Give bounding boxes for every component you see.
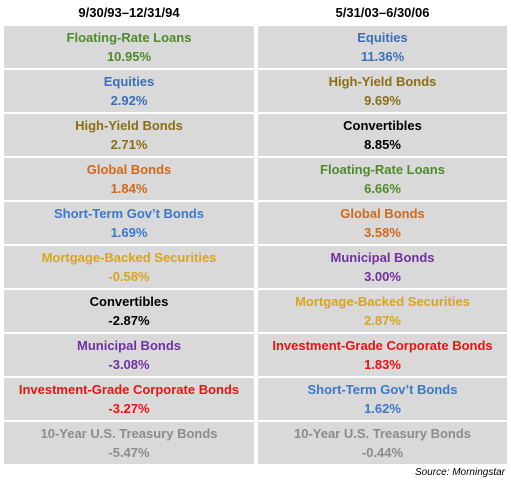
asset-class-name: Floating-Rate Loans xyxy=(66,30,192,45)
asset-class-name: Floating-Rate Loans xyxy=(320,162,445,177)
asset-class-return: -3.08% xyxy=(108,357,150,372)
asset-class-return: 8.85% xyxy=(364,137,401,152)
asset-class-name: Convertibles xyxy=(89,294,169,309)
asset-class-return: 3.58% xyxy=(364,225,401,240)
asset-class-cell: Short-Term Gov’t Bonds 1.69% xyxy=(4,202,254,244)
asset-class-name: Global Bonds xyxy=(340,206,425,221)
source-note: Source: Morningstar xyxy=(414,467,505,478)
asset-class-cell: 10-Year U.S. Treasury Bonds -5.47% xyxy=(4,422,254,464)
asset-class-name: Investment-Grade Corporate Bonds xyxy=(272,338,493,353)
asset-class-return: 6.66% xyxy=(364,181,401,196)
asset-class-name: Municipal Bonds xyxy=(77,338,181,353)
asset-class-cell: Convertibles 8.85% xyxy=(258,114,507,156)
asset-class-return: 1.62% xyxy=(364,401,401,416)
asset-class-name: High-Yield Bonds xyxy=(75,118,183,133)
asset-class-return: 11.36% xyxy=(360,49,405,64)
asset-class-cell: Investment-Grade Corporate Bonds -3.27% xyxy=(4,378,254,420)
asset-class-name: 10-Year U.S. Treasury Bonds xyxy=(40,426,218,441)
asset-class-return: -5.47% xyxy=(108,445,150,460)
asset-class-name: Convertibles xyxy=(343,118,422,133)
asset-class-return: 9.69% xyxy=(364,93,401,108)
asset-class-cell: Short-Term Gov’t Bonds 1.62% xyxy=(258,378,507,420)
asset-class-name: 10-Year U.S. Treasury Bonds xyxy=(293,426,472,441)
asset-class-name: Short-Term Gov’t Bonds xyxy=(307,382,458,397)
asset-class-return: 2.71% xyxy=(110,137,148,152)
asset-class-return: 1.69% xyxy=(110,225,148,240)
asset-class-cell: Mortgage-Backed Securities 2.87% xyxy=(258,290,507,332)
asset-class-cell: Floating-Rate Loans 10.95% xyxy=(4,26,254,68)
asset-class-return: -2.87% xyxy=(108,313,150,328)
asset-class-cell: Equities 2.92% xyxy=(4,70,254,112)
period-header-left: 9/30/93–12/31/94 xyxy=(78,5,180,20)
asset-class-cell: Municipal Bonds -3.08% xyxy=(4,334,254,376)
period-header-right: 5/31/03–6/30/06 xyxy=(335,5,430,20)
asset-class-cell: 10-Year U.S. Treasury Bonds -0.44% xyxy=(258,422,507,464)
asset-class-cell: Equities 11.36% xyxy=(258,26,507,68)
asset-class-return: -0.58% xyxy=(108,269,150,284)
asset-class-name: Short-Term Gov’t Bonds xyxy=(54,206,204,221)
asset-class-cell: High-Yield Bonds 9.69% xyxy=(258,70,507,112)
asset-class-return: -0.44% xyxy=(361,445,404,460)
asset-class-cell: Global Bonds 3.58% xyxy=(258,202,507,244)
asset-class-cell: Mortgage-Backed Securities -0.58% xyxy=(4,246,254,288)
asset-class-name: Equities xyxy=(103,74,155,89)
asset-class-return: 10.95% xyxy=(106,49,152,64)
asset-class-return: 1.83% xyxy=(364,357,401,372)
asset-class-return: 2.87% xyxy=(364,313,401,328)
asset-class-name: Mortgage-Backed Securities xyxy=(41,250,217,265)
asset-class-cell: Municipal Bonds 3.00% xyxy=(258,246,507,288)
asset-class-cell: High-Yield Bonds 2.71% xyxy=(4,114,254,156)
asset-class-return: 2.92% xyxy=(110,93,148,108)
asset-class-return: 1.84% xyxy=(110,181,148,196)
asset-class-cell: Investment-Grade Corporate Bonds 1.83% xyxy=(258,334,507,376)
asset-class-name: High-Yield Bonds xyxy=(328,74,437,89)
asset-class-name: Municipal Bonds xyxy=(330,250,435,265)
ranking-column-left: Floating-Rate Loans 10.95% Equities 2.92% Hi… xyxy=(4,26,254,466)
asset-class-cell: Global Bonds 1.84% xyxy=(4,158,254,200)
asset-class-return: 3.00% xyxy=(364,269,401,284)
ranking-column-right: Equities 11.36% High-Yield Bonds 9.69% Conve… xyxy=(258,26,507,466)
asset-class-name: Mortgage-Backed Securities xyxy=(295,294,470,309)
asset-class-name: Global Bonds xyxy=(86,162,172,177)
asset-class-cell: Convertibles -2.87% xyxy=(4,290,254,332)
asset-class-name: Investment-Grade Corporate Bonds xyxy=(18,382,240,397)
asset-class-cell: Floating-Rate Loans 6.66% xyxy=(258,158,507,200)
asset-class-name: Equities xyxy=(357,30,408,45)
asset-class-return: -3.27% xyxy=(108,401,150,416)
